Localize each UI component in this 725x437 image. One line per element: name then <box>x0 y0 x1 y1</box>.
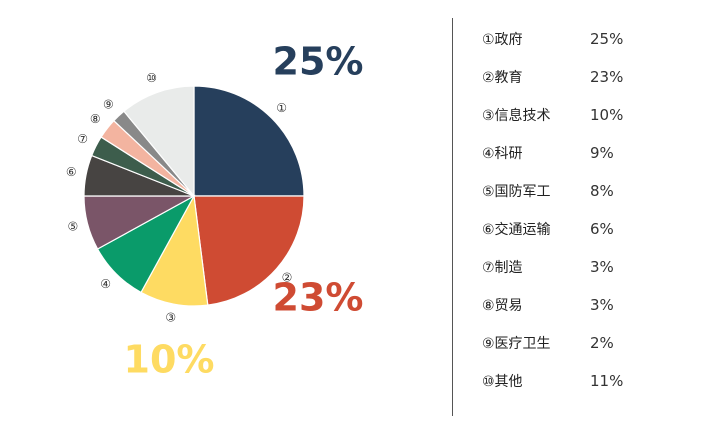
legend-item-7: ⑦制造 3% <box>482 248 682 286</box>
legend-item-1: ①政府 25% <box>482 20 682 58</box>
legend-label: ⑦制造 <box>482 260 523 276</box>
slice-marker-1: ① <box>276 101 287 115</box>
pie-slice-1 <box>193 85 305 197</box>
big-percent-label-3: 10% <box>124 338 215 382</box>
legend-label: ②教育 <box>482 70 523 86</box>
legend-percent: 23% <box>590 68 624 86</box>
legend-label: ①政府 <box>482 32 523 48</box>
slice-marker-9: ⑨ <box>103 97 114 111</box>
slice-marker-5: ⑤ <box>68 220 79 234</box>
slice-marker-4: ④ <box>100 277 111 291</box>
slice-marker-6: ⑥ <box>66 165 77 179</box>
legend-item-3: ③信息技术 10% <box>482 96 682 134</box>
legend-percent: 8% <box>590 182 614 200</box>
big-percent-label-2: 23% <box>273 276 364 320</box>
legend-item-5: ⑤国防军工 8% <box>482 172 682 210</box>
slice-marker-10: ⑩ <box>146 71 157 85</box>
legend-percent: 10% <box>590 106 624 124</box>
big-percent-label-1: 25% <box>273 40 364 84</box>
slice-marker-8: ⑧ <box>90 112 101 126</box>
legend-item-6: ⑥交通运输 6% <box>482 210 682 248</box>
slice-marker-7: ⑦ <box>77 132 88 146</box>
legend-item-10: ⑩其他 11% <box>482 362 682 400</box>
legend-item-4: ④科研 9% <box>482 134 682 172</box>
legend-percent: 2% <box>590 334 614 352</box>
slice-marker-3: ③ <box>165 310 176 324</box>
legend-label: ③信息技术 <box>482 108 551 124</box>
legend-label: ⑨医疗卫生 <box>482 336 551 352</box>
legend-item-9: ⑨医疗卫生 2% <box>482 324 682 362</box>
pie-slice-2 <box>193 195 305 306</box>
legend-item-8: ⑧贸易 3% <box>482 286 682 324</box>
legend-item-2: ②教育 23% <box>482 58 682 96</box>
legend-label: ④科研 <box>482 146 523 162</box>
legend-label: ⑧贸易 <box>482 298 523 314</box>
legend-percent: 6% <box>590 220 614 238</box>
legend-percent: 25% <box>590 30 624 48</box>
pie-chart: ① ② ③ ④ ⑤ ⑥ ⑦⑧⑨ ⑩ 25% 23% 10% <box>66 40 364 382</box>
legend-divider <box>452 18 453 416</box>
legend-percent: 11% <box>590 372 624 390</box>
legend-label: ⑩其他 <box>482 374 523 390</box>
legend-label: ⑤国防军工 <box>482 184 551 200</box>
slice-marker-2: ② <box>282 271 293 285</box>
legend-percent: 3% <box>590 258 614 276</box>
legend-percent: 3% <box>590 296 614 314</box>
legend-percent: 9% <box>590 144 614 162</box>
legend-label: ⑥交通运输 <box>482 222 551 238</box>
pie-slice-10 <box>123 85 195 198</box>
legend: ①政府 25% ②教育 23% ③信息技术 10% ④科研 9% ⑤国防军工 8% ⑥交通运输 6% ⑦… <box>482 20 682 400</box>
